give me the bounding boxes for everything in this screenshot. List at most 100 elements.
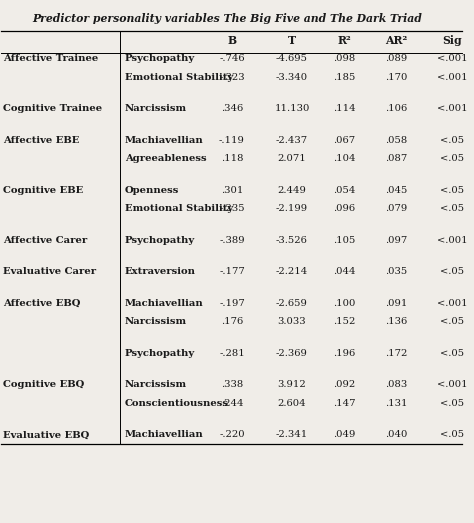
Text: .244: .244	[221, 399, 243, 408]
Text: -.197: -.197	[219, 299, 245, 308]
Text: Emotional Stability: Emotional Stability	[125, 204, 233, 213]
Text: -.235: -.235	[219, 204, 245, 213]
Text: .097: .097	[385, 236, 407, 245]
Text: Predictor personality variables The Big Five and The Dark Triad: Predictor personality variables The Big …	[33, 13, 422, 24]
Text: .087: .087	[385, 154, 407, 164]
Text: <.05: <.05	[440, 430, 464, 439]
Text: Narcissism: Narcissism	[125, 381, 187, 390]
Text: -2.369: -2.369	[276, 349, 308, 358]
Text: -.177: -.177	[219, 267, 245, 277]
Text: -.281: -.281	[219, 349, 245, 358]
Text: Openness: Openness	[125, 186, 179, 195]
Text: .118: .118	[221, 154, 243, 164]
Text: .098: .098	[333, 54, 355, 63]
Text: Evaluative Carer: Evaluative Carer	[3, 267, 96, 277]
Text: .092: .092	[333, 381, 355, 390]
Text: -2.341: -2.341	[276, 430, 308, 439]
Text: -.119: -.119	[219, 136, 245, 145]
Text: Emotional Stability: Emotional Stability	[125, 73, 233, 82]
Text: B: B	[228, 36, 237, 47]
Text: -.389: -.389	[219, 236, 245, 245]
Text: Narcissism: Narcissism	[125, 105, 187, 113]
Text: .346: .346	[221, 105, 243, 113]
Text: Cognitive EBE: Cognitive EBE	[3, 186, 83, 195]
Text: <.001: <.001	[437, 381, 467, 390]
Text: <.05: <.05	[440, 399, 464, 408]
Text: Machiavellian: Machiavellian	[125, 136, 204, 145]
Text: -.746: -.746	[219, 54, 245, 63]
Text: .058: .058	[385, 136, 407, 145]
Text: .079: .079	[385, 204, 407, 213]
Text: Conscientiousness: Conscientiousness	[125, 399, 229, 408]
Text: .104: .104	[333, 154, 355, 164]
Text: .045: .045	[385, 186, 407, 195]
Text: T: T	[288, 36, 296, 47]
Text: <.05: <.05	[440, 136, 464, 145]
Text: .136: .136	[385, 317, 407, 326]
Text: <.05: <.05	[440, 349, 464, 358]
Text: 11.130: 11.130	[274, 105, 310, 113]
Text: 3.912: 3.912	[278, 381, 306, 390]
Text: .114: .114	[333, 105, 356, 113]
Text: .049: .049	[333, 430, 355, 439]
Text: Machiavellian: Machiavellian	[125, 430, 204, 439]
Text: Sig: Sig	[442, 36, 462, 47]
Text: .106: .106	[385, 105, 407, 113]
Text: .067: .067	[333, 136, 355, 145]
Text: -3.340: -3.340	[276, 73, 308, 82]
Text: Agreeableness: Agreeableness	[125, 154, 207, 164]
Text: -2.214: -2.214	[276, 267, 308, 277]
Text: -3.526: -3.526	[276, 236, 308, 245]
Text: AR²: AR²	[385, 36, 407, 47]
Text: .176: .176	[221, 317, 243, 326]
Text: <.001: <.001	[437, 299, 467, 308]
Text: -2.437: -2.437	[276, 136, 308, 145]
Text: Evaluative EBQ: Evaluative EBQ	[3, 430, 89, 439]
Text: <.001: <.001	[437, 73, 467, 82]
Text: <.05: <.05	[440, 317, 464, 326]
Text: .172: .172	[385, 349, 407, 358]
Text: .301: .301	[221, 186, 243, 195]
Text: -2.199: -2.199	[276, 204, 308, 213]
Text: .131: .131	[385, 399, 407, 408]
Text: <.05: <.05	[440, 154, 464, 164]
Text: .091: .091	[385, 299, 407, 308]
Text: -2.659: -2.659	[276, 299, 308, 308]
Text: .035: .035	[385, 267, 407, 277]
Text: 3.033: 3.033	[278, 317, 306, 326]
Text: .338: .338	[221, 381, 243, 390]
Text: Psychopathy: Psychopathy	[125, 236, 195, 245]
Text: <.001: <.001	[437, 105, 467, 113]
Text: Affective EBQ: Affective EBQ	[3, 299, 81, 308]
Text: -4.695: -4.695	[276, 54, 308, 63]
Text: 2.449: 2.449	[278, 186, 306, 195]
Text: <.001: <.001	[437, 54, 467, 63]
Text: R²: R²	[337, 36, 351, 47]
Text: <.05: <.05	[440, 204, 464, 213]
Text: <.05: <.05	[440, 267, 464, 277]
Text: Cognitive Trainee: Cognitive Trainee	[3, 105, 102, 113]
Text: Narcissism: Narcissism	[125, 317, 187, 326]
Text: .089: .089	[385, 54, 407, 63]
Text: Affective Carer: Affective Carer	[3, 236, 87, 245]
Text: .040: .040	[385, 430, 407, 439]
Text: Psychopathy: Psychopathy	[125, 54, 195, 63]
Text: .044: .044	[333, 267, 355, 277]
Text: .054: .054	[333, 186, 355, 195]
Text: .096: .096	[333, 204, 355, 213]
Text: -.220: -.220	[219, 430, 245, 439]
Text: <.001: <.001	[437, 236, 467, 245]
Text: 2.604: 2.604	[278, 399, 306, 408]
Text: Affective Trainee: Affective Trainee	[3, 54, 98, 63]
Text: .100: .100	[333, 299, 355, 308]
Text: Machiavellian: Machiavellian	[125, 299, 204, 308]
Text: Extraversion: Extraversion	[125, 267, 196, 277]
Text: 2.071: 2.071	[278, 154, 306, 164]
Text: .170: .170	[385, 73, 407, 82]
Text: .105: .105	[333, 236, 355, 245]
Text: Cognitive EBQ: Cognitive EBQ	[3, 381, 84, 390]
Text: .147: .147	[333, 399, 355, 408]
Text: .196: .196	[333, 349, 355, 358]
Text: Affective EBE: Affective EBE	[3, 136, 79, 145]
Text: Psychopathy: Psychopathy	[125, 349, 195, 358]
